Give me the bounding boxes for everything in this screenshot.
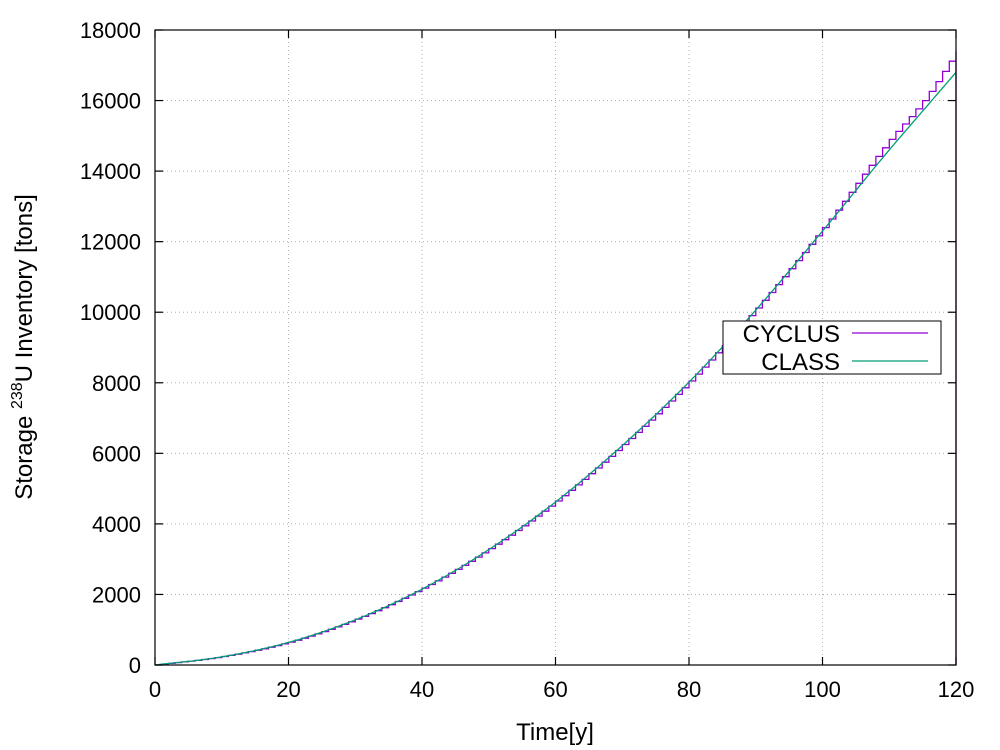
y-tick-label: 6000	[92, 441, 141, 466]
y-axis-title-prefix: Storage	[11, 409, 38, 500]
y-tick-label: 18000	[80, 18, 141, 43]
y-tick-label: 14000	[80, 159, 141, 184]
tick-labels: 0 20 40 60 80 100 120 0 2000 4000 6000 8000 10000 120…	[80, 18, 975, 702]
x-tick-label: 60	[543, 677, 567, 702]
series-line-class	[154, 71, 957, 666]
y-tick-label: 8000	[92, 371, 141, 396]
y-tick-label: 10000	[80, 300, 141, 325]
x-tick-label: 80	[677, 677, 701, 702]
grid	[155, 30, 956, 665]
x-tick-label: 120	[938, 677, 975, 702]
x-tick-label: 100	[804, 677, 841, 702]
x-tick-label: 40	[410, 677, 434, 702]
y-axis-title-suffix: U Inventory [tons]	[11, 194, 38, 382]
y-axis-title-superscript: 238	[9, 382, 26, 409]
y-tick-label: 12000	[80, 230, 141, 255]
y-tick-label: 4000	[92, 512, 141, 537]
x-tick-label: 0	[149, 677, 161, 702]
y-tick-label: 0	[129, 653, 141, 678]
y-tick-label: 2000	[92, 582, 141, 607]
legend-box	[722, 320, 942, 375]
legend-label-cyclus: CYCLUS	[743, 321, 840, 348]
series-layer	[154, 51, 957, 666]
x-tick-label: 20	[276, 677, 300, 702]
legend-label-class: CLASS	[761, 349, 840, 376]
y-axis-title: Storage 238U Inventory [tons]	[9, 194, 38, 500]
axis-ticks	[154, 29, 957, 666]
x-axis-title: Time[y]	[516, 719, 594, 746]
legend: CYCLUS CLASS	[722, 320, 942, 376]
y-tick-label: 16000	[80, 89, 141, 114]
